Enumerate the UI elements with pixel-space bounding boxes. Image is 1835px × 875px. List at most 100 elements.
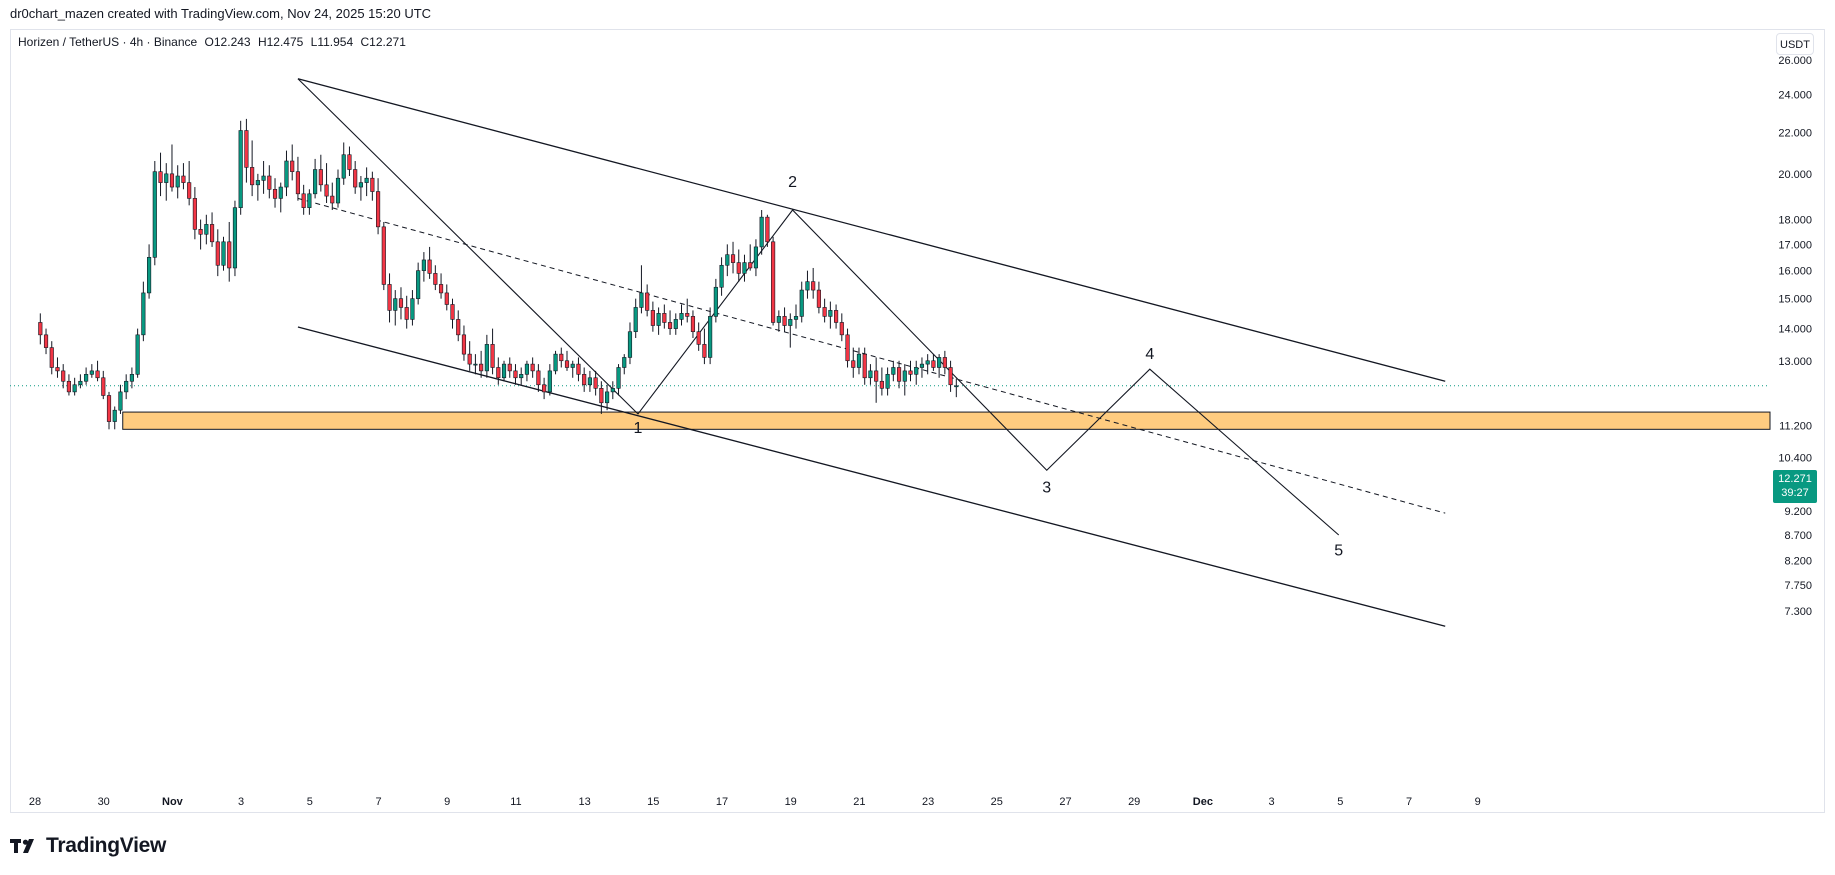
- candle: [725, 244, 730, 277]
- candle: [519, 367, 524, 385]
- date-tick-label: 30: [98, 796, 110, 808]
- candle-body: [570, 363, 575, 368]
- candle: [89, 364, 94, 378]
- tradingview-logo[interactable]: TradingView: [10, 834, 166, 858]
- candle-body: [605, 391, 610, 404]
- candle-body: [479, 363, 484, 372]
- price-tick-label: 10.400: [1778, 453, 1812, 465]
- candle-body: [101, 377, 106, 396]
- candle: [49, 341, 54, 375]
- chart-frame[interactable]: [10, 29, 1825, 813]
- candle-body: [221, 241, 226, 266]
- candle: [421, 252, 426, 282]
- candle: [501, 360, 507, 382]
- price-tick-label: 17.000: [1778, 239, 1812, 251]
- candle-body: [536, 370, 541, 386]
- candle-body: [667, 322, 673, 329]
- candle: [874, 357, 879, 403]
- symbol-name: Horizen / TetherUS · 4h · Binance: [18, 35, 198, 49]
- candle-body: [467, 353, 472, 365]
- wave-label: 5: [1334, 542, 1343, 559]
- candle: [605, 384, 610, 411]
- candle: [404, 295, 409, 329]
- candle: [507, 357, 512, 378]
- candle-body: [72, 384, 77, 393]
- candle-body: [444, 292, 449, 305]
- price-tick-label: 18.000: [1778, 215, 1812, 227]
- candle: [799, 281, 804, 323]
- candle: [570, 360, 575, 378]
- candle: [713, 278, 718, 323]
- candle-body: [55, 367, 60, 372]
- candle: [736, 249, 741, 282]
- candle-body: [49, 347, 54, 368]
- candle: [209, 212, 215, 247]
- candle: [702, 328, 707, 365]
- candle-body: [261, 175, 266, 181]
- candle-body: [410, 298, 415, 320]
- candle: [862, 347, 867, 385]
- candle: [364, 167, 369, 197]
- currency-button[interactable]: USDT: [1776, 33, 1814, 55]
- ohlc-open: O12.243: [204, 35, 251, 49]
- candle-body: [215, 241, 220, 266]
- candle: [564, 350, 570, 371]
- price-tick-label: 7.750: [1784, 580, 1812, 592]
- channel-upper-line: [297, 78, 1446, 382]
- candle-body: [547, 370, 552, 393]
- candle-body: [610, 388, 615, 393]
- date-tick-label: 28: [29, 796, 41, 808]
- candle-body: [187, 182, 192, 199]
- candle-body: [679, 313, 684, 320]
- candle-body: [307, 193, 312, 208]
- price-tick-label: 16.000: [1778, 266, 1812, 278]
- candle-body: [713, 286, 718, 317]
- candle: [822, 298, 827, 323]
- candle: [627, 322, 633, 365]
- candle-body: [914, 367, 919, 375]
- candle-body: [152, 171, 157, 258]
- candle-body: [954, 385, 959, 388]
- candle-body: [553, 353, 558, 372]
- wave-label: 3: [1042, 479, 1051, 496]
- candle: [38, 313, 43, 345]
- candle: [416, 262, 421, 305]
- candle: [61, 364, 66, 389]
- candle-body: [828, 310, 833, 317]
- wave-label: 2: [788, 174, 797, 191]
- candle-body: [776, 316, 781, 323]
- date-tick-label: 17: [716, 796, 728, 808]
- candle-body: [633, 307, 638, 333]
- candle: [244, 118, 249, 183]
- candle-body: [61, 370, 66, 382]
- candle-body: [318, 169, 323, 186]
- candle-body: [404, 307, 409, 320]
- candle: [908, 360, 913, 382]
- candle-body: [78, 380, 83, 386]
- candle: [238, 120, 243, 215]
- candle-body: [507, 363, 512, 372]
- price-tick-label: 13.000: [1778, 356, 1812, 368]
- candle-body: [576, 363, 581, 375]
- candle: [742, 254, 747, 282]
- price-tick-label: 26.000: [1778, 55, 1812, 67]
- candle: [376, 178, 381, 235]
- candle: [547, 364, 552, 396]
- candle: [839, 313, 844, 342]
- current-price-value: 12.271: [1778, 473, 1812, 485]
- candle: [948, 360, 953, 392]
- price-tick-label: 15.000: [1778, 294, 1812, 306]
- candle: [771, 236, 776, 326]
- candle-body: [748, 262, 753, 269]
- candle-body: [942, 357, 947, 368]
- candle-body: [181, 175, 186, 183]
- candle-body: [834, 310, 839, 323]
- candle: [788, 313, 793, 348]
- candle-body: [278, 186, 283, 199]
- candle: [782, 307, 787, 332]
- candle-body: [542, 384, 547, 393]
- date-tick-label: 3: [238, 796, 244, 808]
- candle: [444, 284, 449, 311]
- candle: [473, 354, 478, 375]
